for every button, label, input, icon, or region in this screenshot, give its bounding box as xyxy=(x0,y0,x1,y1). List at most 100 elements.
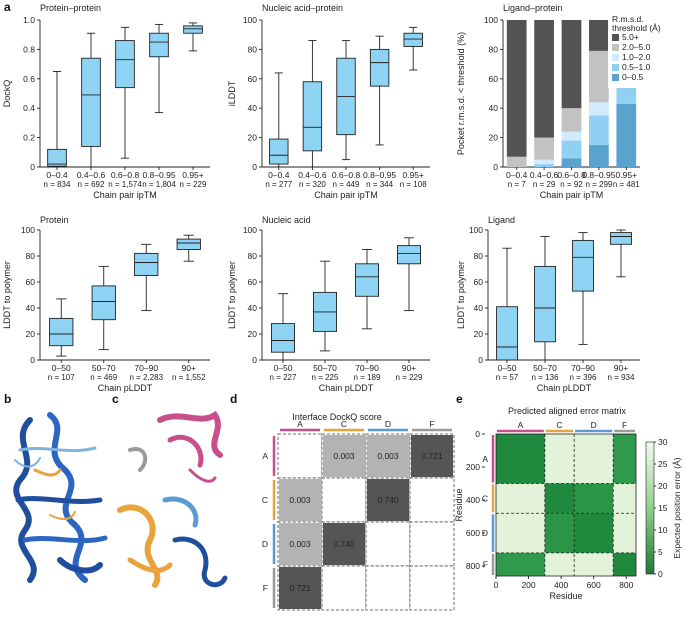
box-4 xyxy=(369,35,390,146)
y-tick-label: 0 xyxy=(30,162,35,172)
row-label: F xyxy=(263,583,268,593)
legend-label: 0–0.5 xyxy=(622,72,644,82)
bar-segment xyxy=(534,159,554,165)
chart-protein-protein: 0 0.2 0.4 0.6 0.8 1.0 Protein–protein DockQ 0–0.… xyxy=(2,3,210,200)
pae-y-tick-label: 800 xyxy=(466,561,480,571)
chart-nucleic-acid: 0 20 40 60 80 100 Nucleic acid LDDT to polymer 0… xyxy=(227,215,430,393)
col-label: A xyxy=(297,419,303,429)
n-label: n = 189 xyxy=(354,373,381,382)
iqr-box xyxy=(534,265,556,343)
pae-block xyxy=(496,513,545,553)
matrix-cell-frame xyxy=(321,565,367,611)
bar-segment xyxy=(561,158,582,167)
pae-x-tick-label: 600 xyxy=(587,580,601,590)
n-label: n = 108 xyxy=(400,180,427,189)
bar-segment xyxy=(589,102,609,116)
iqr-box xyxy=(403,32,423,47)
n-label: n = 469 xyxy=(90,373,117,382)
bar-segment xyxy=(616,103,637,167)
chart-title: Nucleic acid–protein xyxy=(262,3,343,13)
n-label: n = 299 xyxy=(585,180,612,189)
bar-segment xyxy=(561,20,582,109)
matrix-cell-frame xyxy=(409,477,455,523)
legend-title-line2: threshold (Å) xyxy=(612,23,661,33)
box-3 xyxy=(134,243,159,312)
n-label: n = 2,283 xyxy=(129,373,163,382)
chart-title: Nucleic acid xyxy=(262,215,311,225)
box-3 xyxy=(336,40,356,161)
colorbar-tick-label: 30 xyxy=(658,437,668,447)
y-tick-label: 0 xyxy=(30,355,35,365)
colorbar-tick-label: 5 xyxy=(658,547,663,557)
y-tick-label: 60 xyxy=(248,74,258,84)
pae-block xyxy=(544,434,575,484)
y-axis-label: LDDT to polymer xyxy=(2,261,12,329)
y-tick-label: 60 xyxy=(489,74,499,84)
matrix-cell xyxy=(279,567,321,609)
box-3 xyxy=(115,26,135,159)
box-5 xyxy=(183,22,203,52)
pae-row-label: F xyxy=(483,559,488,569)
chart-ligand-protein: 0 20 40 60 80 100 Ligand–protein Pocket r.m.s.d… xyxy=(456,3,678,200)
dockq-title: Interface DockQ score xyxy=(292,412,382,422)
matrix-cell xyxy=(367,479,409,521)
y-axis-label: iLDDT xyxy=(227,80,237,106)
legend-swatch xyxy=(612,54,619,61)
panel-label-c: c xyxy=(112,392,119,406)
box-1 xyxy=(496,247,518,361)
x-tick-label: 0.4–0.6 xyxy=(530,170,559,180)
pae-block xyxy=(574,434,614,484)
matrix-cell xyxy=(367,435,409,477)
x-tick-label: 0.6–0.8 xyxy=(557,170,586,180)
pae-x-tick-label: 0 xyxy=(494,580,499,590)
pae-x-label: Residue xyxy=(549,591,582,601)
x-tick-label: 0–0.4 xyxy=(506,170,528,180)
matrix-value: 0.721 xyxy=(421,451,443,461)
pae-block xyxy=(574,552,614,576)
box-4 xyxy=(397,237,422,312)
n-label: n = 481 xyxy=(613,180,640,189)
n-label: n = 934 xyxy=(608,373,635,382)
n-label: n = 7 xyxy=(508,180,527,189)
n-label: n = 449 xyxy=(333,180,360,189)
pae-row-label: A xyxy=(482,454,488,464)
y-axis-label: DockQ xyxy=(2,80,12,108)
bar-segment xyxy=(506,20,527,157)
n-label: n = 344 xyxy=(366,180,393,189)
x-tick-label: 70–90 xyxy=(134,363,158,373)
pae-col-label: D xyxy=(591,420,597,430)
pae-x-tick-label: 200 xyxy=(521,580,535,590)
n-label: n = 277 xyxy=(265,180,292,189)
pae-title: Predicted aligned error matrix xyxy=(508,406,627,416)
iqr-box xyxy=(271,323,296,353)
y-axis-label: Pocket r.m.s.d. < threshold (%) xyxy=(456,32,466,155)
box-4 xyxy=(610,229,632,278)
x-tick-label: 90+ xyxy=(614,363,628,373)
n-label: n = 1,804 xyxy=(142,180,176,189)
matrix-cell xyxy=(323,523,365,565)
box-1 xyxy=(47,70,67,168)
matrix-cell-frame xyxy=(321,477,367,523)
n-label: n = 692 xyxy=(78,180,105,189)
bar-segment xyxy=(534,164,554,167)
iqr-box xyxy=(397,245,422,265)
pae-frame xyxy=(495,433,637,577)
matrix-cell-frame xyxy=(409,565,455,611)
legend-label: 2.0–5.0 xyxy=(622,42,651,52)
matrix-cell xyxy=(279,479,321,521)
pae-x-tick-label: 400 xyxy=(554,580,568,590)
x-tick-label: 0.6–0.8 xyxy=(332,170,361,180)
pae-y-tick-label: 400 xyxy=(466,495,480,505)
y-tick-label: 80 xyxy=(26,251,36,261)
y-tick-label: 20 xyxy=(489,133,499,143)
pae-col-label: A xyxy=(518,420,524,430)
bar-segment xyxy=(589,144,609,167)
y-tick-label: 40 xyxy=(474,303,484,313)
pae-block xyxy=(613,513,636,553)
chart-title: Protein–protein xyxy=(40,3,101,13)
matrix-value: 0.721 xyxy=(289,583,311,593)
box-2 xyxy=(313,260,338,352)
x-tick-label: 0.4–0.6 xyxy=(298,170,327,180)
chart-title: Protein xyxy=(40,215,69,225)
